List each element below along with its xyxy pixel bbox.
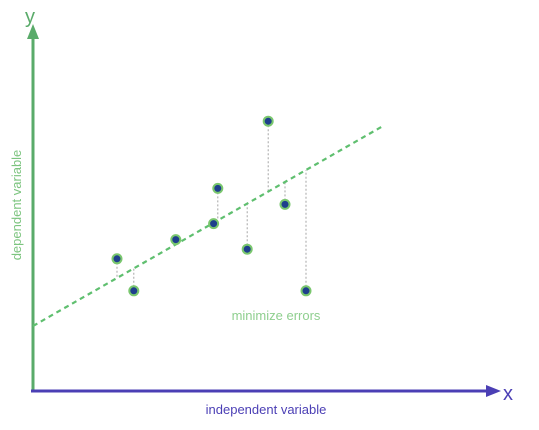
- data-points: [113, 117, 311, 296]
- y-axis-letter: y: [25, 6, 35, 28]
- x-axis-title: independent variable: [206, 402, 327, 417]
- y-axis-title: dependent variable: [9, 150, 24, 261]
- data-point: [171, 235, 180, 244]
- minimize-errors-annotation: minimize errors: [232, 308, 321, 323]
- data-point: [281, 200, 290, 209]
- data-point: [129, 286, 138, 295]
- data-point: [209, 219, 218, 228]
- data-point: [243, 245, 252, 254]
- regression-line: [33, 127, 382, 326]
- residual-lines: [117, 121, 306, 291]
- x-axis-arrowhead: [486, 385, 501, 397]
- data-point: [302, 286, 311, 295]
- data-point: [264, 117, 273, 126]
- data-point: [213, 184, 222, 193]
- data-point: [113, 254, 122, 263]
- x-axis-letter: x: [503, 383, 513, 405]
